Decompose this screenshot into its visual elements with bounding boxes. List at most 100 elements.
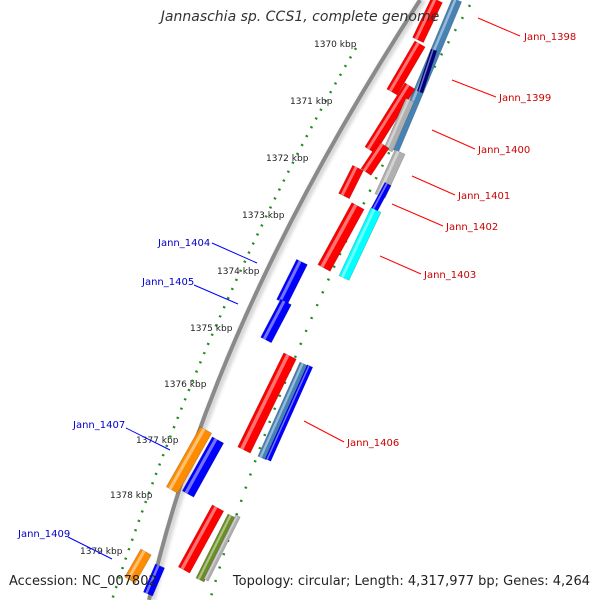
gene-features: [124, 0, 463, 597]
gene-jann-1398[interactable]: [412, 0, 443, 43]
gene-jann-1407[interactable]: [165, 426, 213, 494]
gene-label-jann-1409[interactable]: Jann_1409: [17, 529, 113, 560]
gene-jann-1408[interactable]: [177, 504, 225, 574]
gene-label-text: Jann_1401: [457, 191, 510, 202]
gene-jann-1400[interactable]: [383, 97, 415, 153]
gene-label-jann-1401[interactable]: Jann_1401: [411, 175, 510, 202]
gene-jann-1406c-highlight: [266, 365, 310, 460]
leader-line: [67, 536, 113, 560]
leader-line: [303, 420, 345, 443]
gene-jann-1398-shape: [412, 0, 443, 43]
gene-label-jann-1406[interactable]: Jann_1406: [303, 420, 399, 449]
gene-jann-1401b-highlight: [340, 166, 358, 196]
gene-jann-1408-highlight: [180, 506, 218, 570]
gene-label-jann-1398[interactable]: Jann_1398: [477, 17, 576, 43]
gene-jann-1398-highlight: [414, 0, 437, 40]
gene-label-jann-1402[interactable]: Jann_1402: [391, 203, 498, 233]
scale-ring-inner: [208, 4, 472, 600]
gene-jann-1408-shape: [177, 504, 225, 574]
gene-jann-1406b-highlight: [259, 362, 304, 458]
gene-jann-1406-shape: [237, 352, 297, 454]
gene-jann-1400b-highlight: [363, 143, 384, 172]
leader-line: [477, 17, 521, 37]
gene-jann-1407-highlight: [168, 428, 206, 490]
gene-jann-1407b[interactable]: [181, 436, 225, 498]
gene-jann-1398b-shape: [386, 40, 426, 96]
gene-label-text: Jann_1405: [141, 277, 194, 288]
gene-label-text: Jann_1400: [477, 145, 530, 156]
gene-label-jann-1403[interactable]: Jann_1403: [379, 255, 476, 281]
gene-label-text: Jann_1406: [346, 438, 399, 449]
gene-jann-1404[interactable]: [276, 258, 308, 306]
gene-jann-1408c[interactable]: [203, 514, 241, 582]
gene-jann-1408b-highlight: [197, 514, 232, 580]
gene-jann-1401-highlight: [376, 150, 400, 196]
gene-jann-1402b-shape: [317, 202, 365, 272]
gene-jann-1400-shape: [383, 97, 415, 153]
kbp-tick-label: 1379 kbp: [80, 547, 123, 557]
gene-jann-1400b-shape: [360, 141, 390, 176]
topology-text: Topology: circular; Length: 4,317,977 bp…: [232, 574, 590, 589]
map-title: Jannaschia sp. CCS1, complete genome: [160, 9, 440, 25]
gene-jann-1408b-shape: [195, 513, 237, 583]
gene-jann-1406c[interactable]: [264, 364, 314, 462]
gene-jann-1407-shape: [165, 426, 213, 494]
gene-jann-1403-highlight: [341, 208, 376, 278]
gene-jann-1401[interactable]: [374, 149, 406, 199]
gene-jann-1403[interactable]: [338, 207, 382, 281]
gene-jann-1407b-shape: [181, 436, 225, 498]
kbp-tick-label: 1374 kbp: [217, 267, 260, 277]
gene-jann-1406-highlight: [240, 354, 290, 450]
gene-jann-1406c-shape: [264, 364, 314, 462]
gene-jann-1401b[interactable]: [338, 164, 364, 200]
gene-jann-1409[interactable]: [124, 548, 152, 584]
genome-backbone: [147, 0, 422, 600]
gene-jann-1408b[interactable]: [195, 513, 237, 583]
gene-jann-1400b[interactable]: [360, 141, 390, 176]
gene-label-text: Jann_1399: [498, 93, 551, 104]
gene-jann-1399[interactable]: [416, 48, 438, 94]
gene-jann-1399-shape: [416, 48, 438, 94]
gene-jann-1402b[interactable]: [317, 202, 365, 272]
gene-label-text: Jann_1402: [445, 222, 498, 233]
scale-ring-outer: [110, 47, 358, 600]
gene-jann-1399-highlight: [418, 49, 434, 92]
gene-label-text: Jann_1407: [72, 420, 125, 431]
gene-jann-1406b[interactable]: [257, 361, 309, 461]
gene-label-text: Jann_1409: [17, 529, 70, 540]
gene-labels: Jann_1398 Jann_1399 Jann_1400 Jann_1401 Jann…: [17, 17, 576, 560]
gene-label-jann-1405[interactable]: Jann_1405: [141, 277, 239, 305]
leader-line: [391, 203, 444, 227]
kbp-tick-label: 1375 kbp: [190, 324, 233, 334]
gene-jann-1398b[interactable]: [386, 40, 426, 96]
kbp-tick-label: 1377 kbp: [136, 436, 179, 446]
gene-jann-1409b-shape: [143, 563, 165, 597]
leader-line: [193, 284, 239, 305]
gene-jann-1409-shape: [124, 548, 152, 584]
gene-jann-1408c-shape: [203, 514, 241, 582]
kbp-tick-labels: 1370 kbp 1371 kbp 1372 kbp 1373 kbp 1374 kbp…: [80, 40, 357, 557]
kbp-tick-label: 1371 kbp: [290, 97, 333, 107]
gene-label-jann-1404[interactable]: Jann_1404: [157, 238, 258, 264]
gene-jann-1405-highlight: [262, 300, 286, 340]
gene-jann-1409b[interactable]: [143, 563, 165, 597]
gene-jann-1401-shape: [374, 149, 406, 199]
kbp-tick-label: 1372 kbp: [266, 154, 309, 164]
gene-jann-1398b-highlight: [388, 42, 420, 92]
gene-jann-1405[interactable]: [260, 298, 292, 344]
gene-label-jann-1400[interactable]: Jann_1400: [431, 129, 530, 156]
leader-line: [451, 79, 497, 98]
gene-jann-1406[interactable]: [237, 352, 297, 454]
accession-text: Accession: NC_007802: [9, 574, 157, 589]
kbp-tick-label: 1376 kbp: [164, 380, 207, 390]
kbp-tick-label: 1370 kbp: [314, 40, 357, 50]
gene-label-jann-1399[interactable]: Jann_1399: [451, 79, 551, 104]
gene-label-jann-1407[interactable]: Jann_1407: [72, 420, 171, 451]
gene-jann-1400-highlight: [385, 98, 410, 150]
gene-label-text: Jann_1404: [157, 238, 210, 249]
leader-line: [211, 242, 258, 264]
gene-jann-1402b-highlight: [320, 203, 358, 268]
gene-jann-1408c-highlight: [204, 515, 238, 580]
gene-jann-1399b-highlight: [366, 84, 410, 150]
